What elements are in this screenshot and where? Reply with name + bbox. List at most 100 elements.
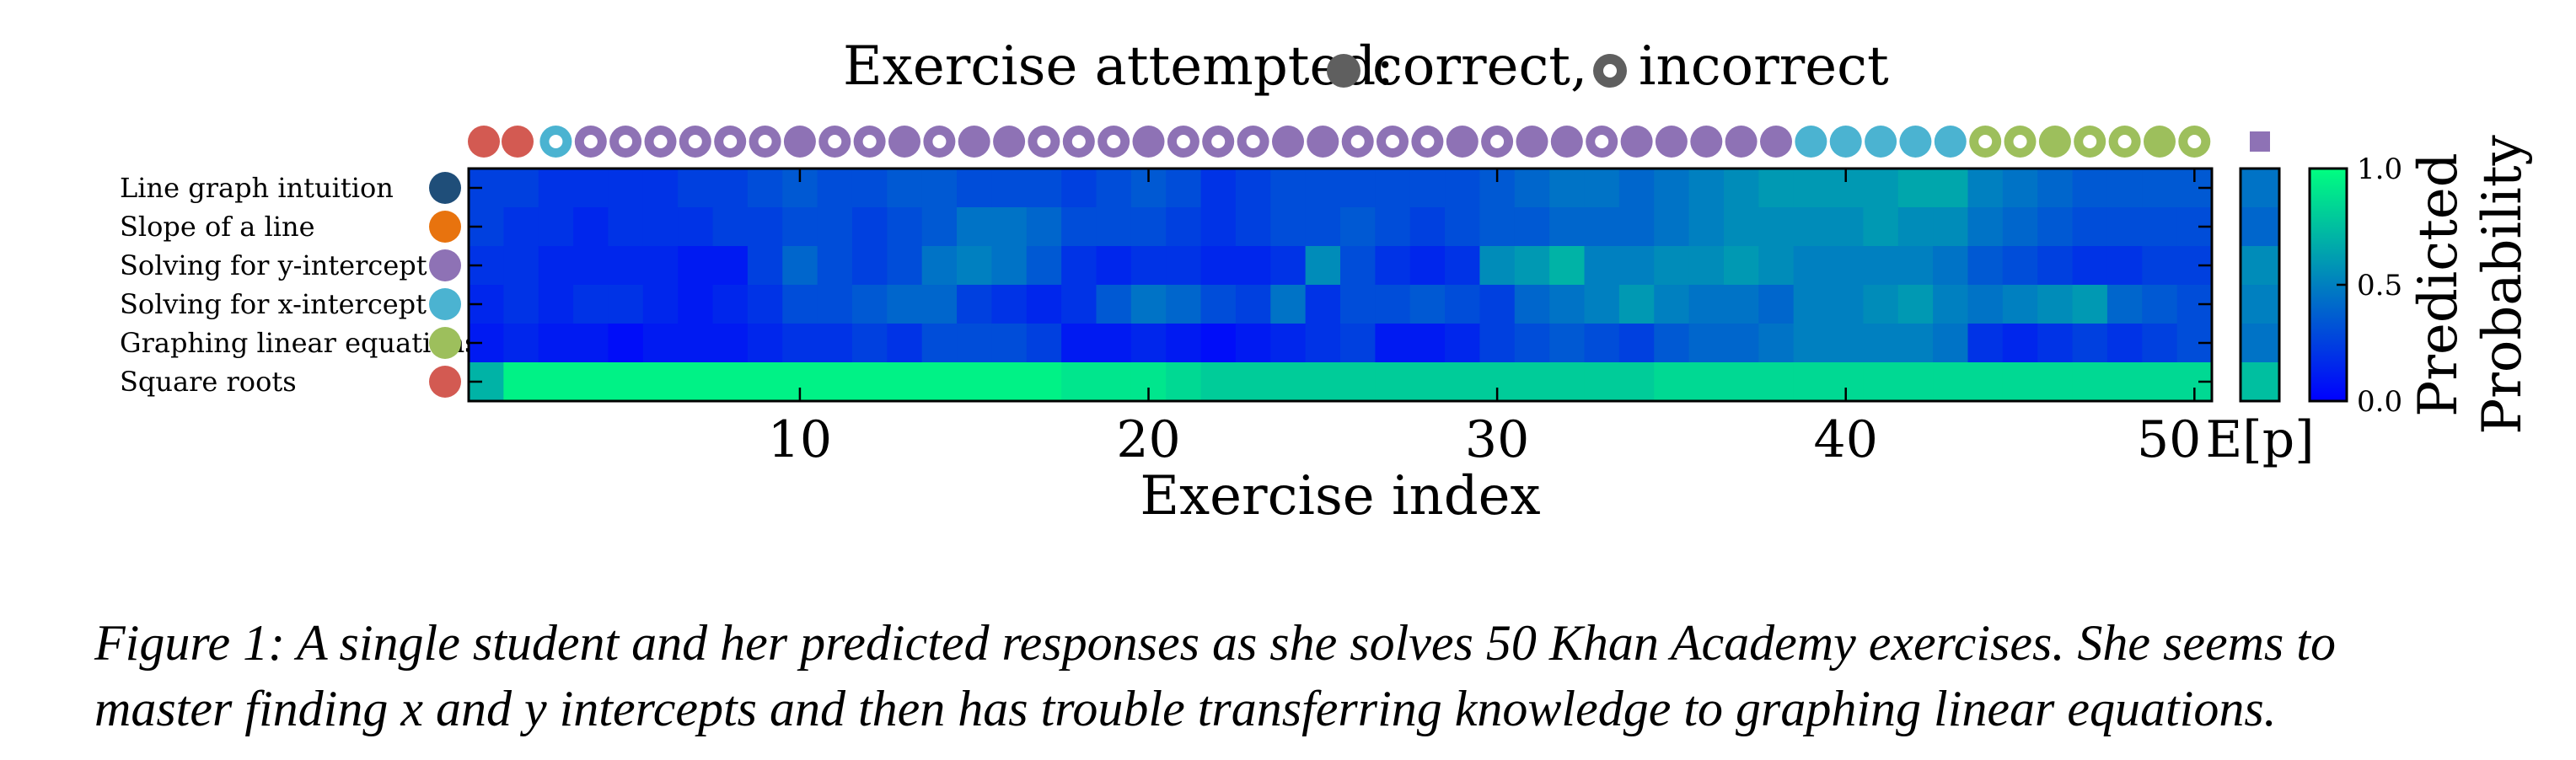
heatmap-cell (2142, 246, 2178, 286)
colorbar-label-line2: Probability (2471, 135, 2534, 435)
heatmap-cell (1270, 207, 1307, 247)
heatmap-cell (2072, 285, 2108, 324)
heatmap-cells (469, 169, 2213, 402)
heatmap-cell (1897, 246, 1934, 286)
heatmap-cell (887, 246, 923, 286)
heatmap-cell (921, 285, 958, 324)
heatmap-cell (747, 207, 783, 247)
heatmap-cell (1933, 285, 1969, 324)
heatmap-cell (1026, 285, 1062, 324)
x-tick-label: 10 (768, 410, 832, 469)
heatmap-cell (642, 246, 679, 286)
heatmap-cell (747, 169, 783, 208)
attempt-incorrect-hole (758, 135, 772, 148)
heatmap-cell (991, 169, 1028, 208)
heatmap-cell (817, 169, 853, 208)
heatmap-cell (1828, 207, 1864, 247)
heatmap-cell (1340, 169, 1376, 208)
expected-label: E[p] (2205, 410, 2314, 469)
heatmap-cell (1096, 362, 1132, 402)
x-tick-label: 50 (2137, 410, 2201, 469)
heatmap-cell (1340, 207, 1376, 247)
heatmap-cell (1340, 246, 1376, 286)
heatmap-cell (747, 246, 783, 286)
heatmap-cell (2037, 324, 2074, 363)
x-tick-label: 20 (1116, 410, 1180, 469)
legend-correct-marker (1327, 54, 1360, 88)
expected-marker (2250, 131, 2270, 152)
heatmap-cell (503, 246, 539, 286)
attempt-incorrect-hole (862, 135, 877, 148)
row-label: Square roots (120, 366, 297, 398)
heatmap-cell (1409, 324, 1446, 363)
heatmap-cell (2142, 207, 2178, 247)
row-label: Slope of a line (120, 211, 315, 243)
heatmap-cell (1723, 362, 1759, 402)
heatmap-cell (538, 246, 574, 286)
attempt-marker (2144, 126, 2176, 158)
x-tick-label: 30 (1465, 410, 1529, 469)
attempt-incorrect-hole (1107, 135, 1121, 148)
heatmap-cell (1897, 362, 1934, 402)
heatmap-cell (1863, 362, 1899, 402)
axis-ticks (469, 169, 2212, 401)
heatmap-cell (921, 362, 958, 402)
heatmap-cell (2037, 246, 2074, 286)
heatmap-cell (1618, 207, 1655, 247)
heatmap-cell (1305, 169, 1341, 208)
heatmap-cell (1340, 285, 1376, 324)
heatmap-cell (1618, 169, 1655, 208)
attempt-marker (888, 126, 920, 158)
heatmap-cell (1305, 324, 1341, 363)
heatmap-cell (678, 324, 714, 363)
heatmap-cell (1688, 324, 1725, 363)
attempt-marker (1760, 126, 1792, 158)
heatmap-cell (1758, 324, 1795, 363)
heatmap-cell (851, 285, 888, 324)
heatmap-cell (642, 324, 679, 363)
attempt-marker (1132, 126, 1165, 158)
heatmap-cell (1654, 207, 1690, 247)
heatmap-cell (608, 246, 644, 286)
heatmap-cell (1061, 207, 1097, 247)
expected-cell (2241, 285, 2279, 324)
heatmap-cell (851, 362, 888, 402)
heatmap-cell (991, 324, 1028, 363)
heatmap-cell (503, 207, 539, 247)
heatmap-cell (573, 246, 609, 286)
legend-incorrect-hole (1603, 64, 1617, 78)
heatmap-cell (573, 324, 609, 363)
attempt-incorrect-hole (1211, 135, 1226, 148)
heatmap-cell (1723, 169, 1759, 208)
heatmap-cell (503, 169, 539, 208)
heatmap-cell (2037, 285, 2074, 324)
legend: Exercise attempted: correct, incorrect (843, 35, 1889, 98)
heatmap-cell (1445, 324, 1481, 363)
attempt-incorrect-hole (653, 135, 668, 148)
heatmap-cell (1200, 246, 1237, 286)
heatmap-cell (1445, 169, 1481, 208)
heatmap-cell (2002, 169, 2038, 208)
row-color-dot (429, 249, 461, 281)
heatmap-cell (817, 362, 853, 402)
heatmap-cell (608, 207, 644, 247)
chart-title: Exercise attempted: (843, 35, 1394, 98)
heatmap-cell (887, 362, 923, 402)
attempt-markers (468, 126, 2211, 158)
legend-correct-label: correct, (1372, 35, 1587, 98)
heatmap-cell (957, 169, 992, 208)
heatmap-cell (1409, 246, 1446, 286)
attempt-marker (468, 126, 500, 158)
heatmap-cell (1863, 246, 1899, 286)
heatmap-cell (503, 324, 539, 363)
heatmap-cell (1096, 285, 1132, 324)
attempt-marker (1620, 126, 1653, 158)
row-color-dot (429, 288, 461, 320)
colorbar-tick-label: 0.5 (2357, 269, 2402, 302)
heatmap-cell (1723, 246, 1759, 286)
attempt-marker (1690, 126, 1723, 158)
row-color-dot (429, 327, 461, 359)
heatmap-cell (1828, 246, 1864, 286)
heatmap-cell (1793, 169, 1829, 208)
heatmap-cell (573, 207, 609, 247)
